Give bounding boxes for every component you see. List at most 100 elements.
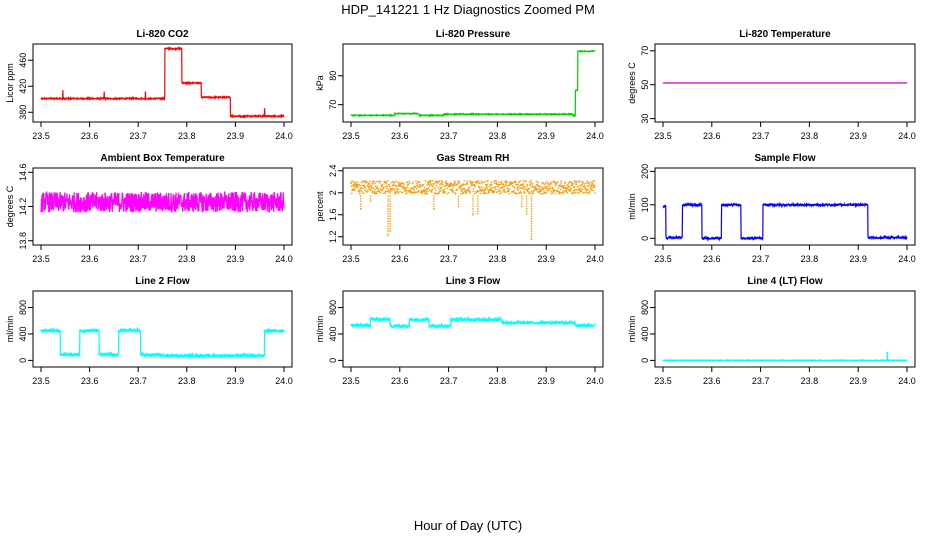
x-tick-label: 24.0 [275,376,293,386]
data-point [438,192,440,195]
data-point [454,182,456,185]
data-point [479,192,482,195]
data-point [542,188,545,191]
data-point [495,188,497,190]
data-point [543,192,545,195]
data-point [379,190,381,192]
data-point [502,183,505,185]
data-point [421,192,424,194]
y-axis-label: ml/min [5,316,15,343]
data-point [549,187,551,190]
data-point [440,187,442,189]
data-point [560,185,563,188]
data-point [468,186,471,189]
y-tick-label: 70 [328,100,338,110]
data-point [511,182,514,184]
x-tick-label: 23.7 [440,254,458,264]
data-point [493,191,495,194]
data-point [507,188,509,190]
x-tick-label: 23.5 [32,254,50,264]
data-point [376,192,378,195]
data-point [519,191,522,193]
data-point [441,183,444,186]
data-point [368,182,370,184]
data-point [544,192,546,194]
data-point [565,189,568,191]
data-point [411,192,413,194]
data-point [365,191,368,193]
data-point [384,181,387,184]
data-point [426,187,428,190]
data-point [425,190,428,193]
data-point [454,192,457,194]
x-tick-label: 23.6 [703,376,721,386]
data-point [439,184,441,186]
data-point [377,190,379,192]
data-point [566,184,568,187]
data-point [415,180,417,182]
data-point [370,189,372,192]
data-point [547,185,550,187]
panel-title: Li-820 CO2 [136,29,189,40]
data-point [522,183,525,185]
data-point [421,191,423,193]
data-point [424,189,426,192]
data-point [463,187,465,190]
data-point [492,191,494,193]
data-point [388,185,391,188]
data-point [582,185,585,188]
y-tick-label: 380 [18,105,28,120]
data-point [583,191,585,194]
data-point [554,181,556,184]
data-point [379,180,382,182]
data-point [488,191,490,193]
data-point [498,183,500,186]
data-point [544,187,546,189]
data-point [518,187,521,189]
data-point [423,186,426,189]
x-tick-label: 23.8 [178,131,196,141]
data-point [523,188,526,190]
data-point [369,183,371,185]
data-point [536,187,538,190]
data-point [505,179,507,182]
data-point [529,193,531,195]
data-point [571,184,574,186]
y-tick-label: 2 [328,190,338,195]
data-point [483,187,486,190]
data-point [404,187,407,189]
data-point [358,184,361,186]
x-tick-label: 23.7 [440,131,458,141]
data-point [413,188,415,191]
data-point [472,181,474,183]
data-point [479,182,481,185]
data-point [569,180,571,183]
data-point [590,185,592,188]
data-point [585,182,588,184]
data-point [403,186,406,188]
data-point [373,181,375,183]
data-point [362,187,364,189]
data-point [591,182,594,184]
data-point [398,183,400,185]
data-point [550,190,553,192]
data-point [563,186,565,189]
data-point [441,181,443,183]
data-point [507,189,509,192]
data-point [557,187,560,189]
data-point [481,188,484,191]
data-point [442,189,445,192]
data-point [573,189,576,192]
data-point [395,184,397,187]
data-point [508,193,511,195]
data-point [522,186,525,188]
data-point [565,190,567,193]
data-point [376,187,378,189]
data-point [546,183,548,185]
data-point [587,192,589,195]
data-point [465,189,468,191]
data-series-line [350,315,596,330]
data-point [362,180,364,182]
data-point [575,191,577,194]
data-point [401,182,403,184]
